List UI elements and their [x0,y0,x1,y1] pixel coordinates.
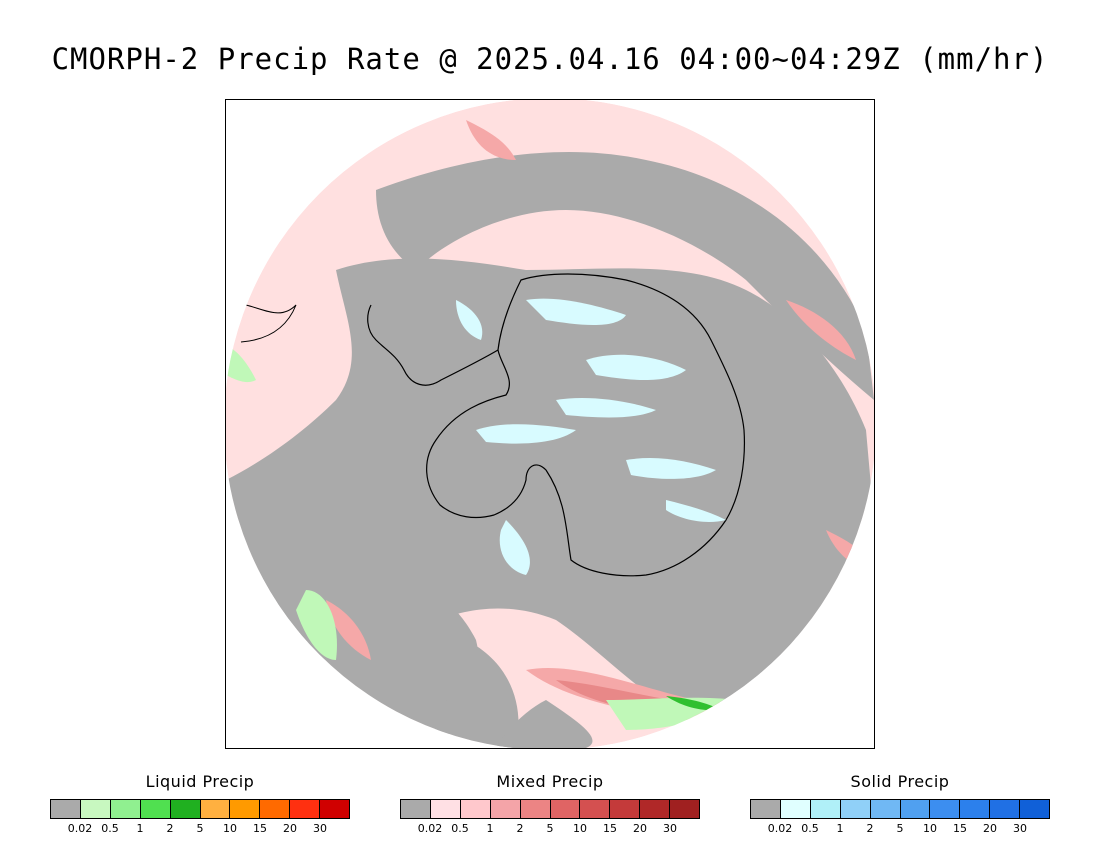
legend-swatch [610,800,641,818]
legend-swatch [870,800,901,818]
legend-tick-label: 10 [223,822,237,835]
legend-swatch [580,800,611,818]
legend-tick-label: 5 [546,822,554,835]
legend-swatch [490,800,521,818]
legend-swatch [430,800,461,818]
map-title: CMORPH-2 Precip Rate @ 2025.04.16 04:00~… [51,42,1049,76]
legend-tick-label: 2 [166,822,174,835]
legend-tick-label: 20 [633,822,647,835]
legend-swatch [990,800,1021,818]
legend-tick-label: 10 [923,822,937,835]
legend-tick-label: 0.02 [417,822,443,835]
legend-tick-label: 0.5 [801,822,819,835]
tick-labels: 0.02 0.5 1 2 5 10 15 20 30 [50,822,350,836]
legend-swatch [170,800,201,818]
legend-tick-label: 0.5 [101,822,119,835]
antarctica-landmass [426,273,745,577]
no-precip-region [376,151,874,400]
mixed-precip-band [786,300,856,360]
legend-swatch [110,800,141,818]
legend-swatch [960,800,991,818]
legend-swatch [780,800,811,818]
legend-tick-label: 15 [953,822,967,835]
color-scale [400,799,700,819]
legend-tick-label: 2 [866,822,874,835]
polar-map-svg [226,100,874,748]
legend-title: Liquid Precip [145,772,255,791]
legend-swatch [290,800,321,818]
legend-tick-label: 10 [573,822,587,835]
no-precip-region [426,640,519,748]
south-america-tip [240,304,297,343]
legend-swatch [520,800,551,818]
tick-labels: 0.02 0.5 1 2 5 10 15 20 30 [400,822,700,836]
tick-labels: 0.02 0.5 1 2 5 10 15 20 30 [750,822,1050,836]
legend-tick-label: 2 [516,822,524,835]
legend-tick-label: 1 [136,822,144,835]
legend-tick-label: 5 [196,822,204,835]
antarctic-peninsula [367,304,499,386]
mixed-precip-band [326,600,371,660]
legend-swatch [51,800,81,818]
legend-tick-label: 30 [1013,822,1027,835]
legend-swatch [230,800,261,818]
legend-title: Solid Precip [850,772,950,791]
liquid-precip-patch [226,345,256,383]
legend-tick-label: 1 [486,822,494,835]
mixed-precip-band [466,120,516,160]
legend-swatch [80,800,111,818]
liquid-precip-legend: Liquid Precip 0.02 0.5 1 2 5 10 15 20 30 [50,772,350,836]
legend-tick-label: 5 [896,822,904,835]
legend-tick-label: 15 [253,822,267,835]
no-precip-region [496,700,593,748]
color-scale [750,799,1050,819]
legend-swatch [930,800,961,818]
legend-swatch [840,800,871,818]
color-scale [50,799,350,819]
legend-tick-label: 20 [983,822,997,835]
mixed-precip-legend: Mixed Precip 0.02 0.5 1 2 5 10 15 20 30 [400,772,700,836]
solid-precip-legend: Solid Precip 0.02 0.5 1 2 5 10 15 20 30 [750,772,1050,836]
globe-disc [226,100,874,748]
solid-precip-streaks [456,298,726,575]
legend-swatch [460,800,491,818]
legend-swatch [640,800,671,818]
liquid-precip-patch [296,590,337,660]
legend-swatch [751,800,781,818]
legend-tick-label: 20 [283,822,297,835]
legend-tick-label: 1 [836,822,844,835]
legend-tick-label: 30 [313,822,327,835]
legend-swatch [1020,800,1050,818]
liquid-precip-patch [606,697,736,730]
liquid-precip-patch [666,696,721,711]
legend-swatch [550,800,581,818]
legend-swatch [260,800,291,818]
no-precip-region [226,570,479,748]
legend-swatch [140,800,171,818]
legend-tick-label: 30 [663,822,677,835]
legend-swatch [810,800,841,818]
precip-map [225,99,875,749]
legend-swatch [320,800,350,818]
legend-swatch [401,800,431,818]
legend-tick-label: 15 [603,822,617,835]
legend-swatch [670,800,700,818]
legend-tick-label: 0.02 [767,822,793,835]
legend-swatch [200,800,231,818]
legend-tick-label: 0.02 [67,822,93,835]
legend-swatch [900,800,931,818]
legend-tick-label: 0.5 [451,822,469,835]
legend-title: Mixed Precip [496,772,604,791]
